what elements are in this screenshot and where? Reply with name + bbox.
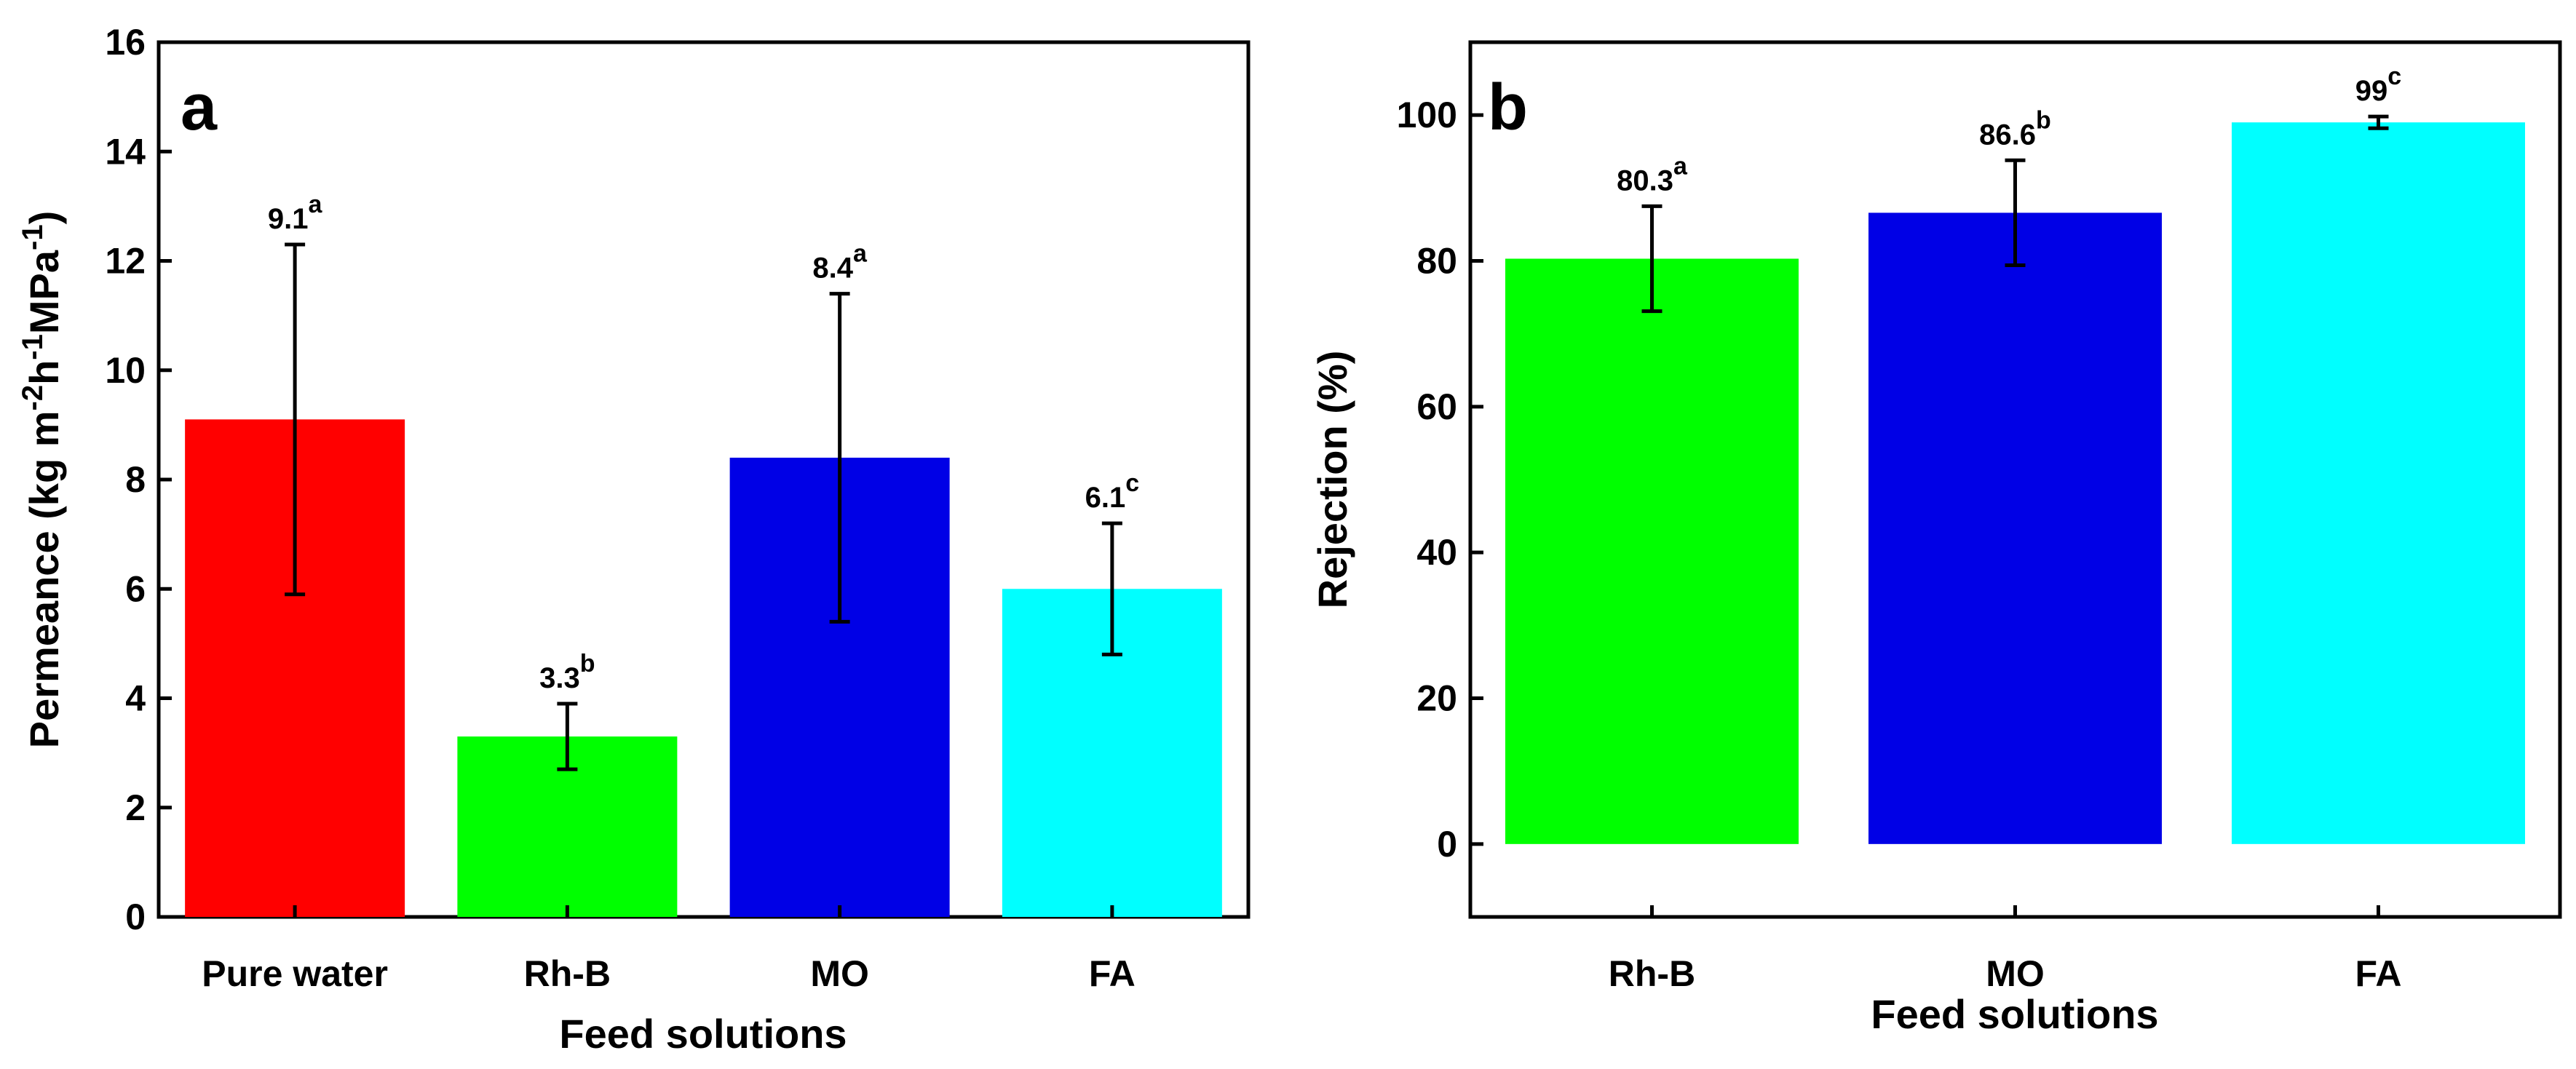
bar-fa xyxy=(2232,122,2525,844)
bar-value: 86.6 xyxy=(1979,119,2036,151)
error-bar xyxy=(1641,204,1662,314)
significance-letter: a xyxy=(853,240,868,268)
x-tick-label: Rh-B xyxy=(1609,953,1695,994)
panel-b-letter: b xyxy=(1488,71,1528,144)
x-tick-label: Pure water xyxy=(202,953,388,994)
bar-value: 99 xyxy=(2355,75,2388,107)
x-tick-label: Rh-B xyxy=(524,953,611,994)
significance-letter: a xyxy=(308,191,322,218)
y-tick-label: 0 xyxy=(125,897,146,937)
bar-rh-b xyxy=(1505,258,1799,844)
y-tick-label: 60 xyxy=(1416,386,1457,427)
bar-mo xyxy=(1868,212,2162,844)
error-bar xyxy=(2005,158,2026,268)
panel-a-x-axis-title: Feed solutions xyxy=(559,1011,847,1057)
y-tick-label: 100 xyxy=(1397,95,1457,135)
x-tick-label: FA xyxy=(2355,953,2402,994)
error-bar xyxy=(2368,114,2389,130)
significance-letter: b xyxy=(2036,106,2051,134)
y-tick-label: 10 xyxy=(105,350,146,391)
y-tick-label: 0 xyxy=(1437,824,1457,865)
y-title-text: MPa xyxy=(21,250,67,334)
error-bar xyxy=(1101,521,1122,656)
bar-value: 3.3 xyxy=(539,662,580,694)
error-bar xyxy=(829,292,850,624)
y-title-superscript: -2 xyxy=(17,385,49,411)
bar-value-label: 6.1c xyxy=(1085,469,1140,514)
bar-value-label: 86.6b xyxy=(1979,106,2051,151)
y-tick-label: 14 xyxy=(105,131,146,172)
panel-b-y-axis-title: Rejection (%) xyxy=(1309,351,1355,609)
panel-a-y-axis-title: Permeance (kg m-2h-1MPa-1) xyxy=(17,211,67,749)
significance-letter: c xyxy=(2387,63,2401,90)
bar-value-label: 3.3b xyxy=(539,650,595,694)
x-tick-label: MO xyxy=(810,953,869,994)
x-tick-label: MO xyxy=(1986,953,2045,994)
y-title-text: h xyxy=(21,360,67,385)
error-bar xyxy=(285,242,306,597)
y-tick-label: 80 xyxy=(1416,241,1457,282)
error-bar xyxy=(557,702,578,771)
y-title-superscript: -1 xyxy=(17,334,49,360)
y-tick-label: 2 xyxy=(125,787,146,828)
y-tick-label: 6 xyxy=(125,568,146,609)
bar-value: 8.4 xyxy=(812,253,853,285)
y-tick-label: 20 xyxy=(1416,678,1457,719)
significance-letter: a xyxy=(1673,152,1688,180)
y-tick-label: 8 xyxy=(125,459,146,500)
y-tick-label: 12 xyxy=(105,241,146,282)
y-tick-label: 40 xyxy=(1416,532,1457,573)
bar-value-label: 8.4a xyxy=(812,240,868,285)
y-title-superscript: -1 xyxy=(17,224,49,250)
y-tick-label: 4 xyxy=(125,678,146,719)
panel-a-letter: a xyxy=(181,71,218,144)
x-tick-label: FA xyxy=(1089,953,1136,994)
bar-value: 9.1 xyxy=(268,203,309,235)
y-tick-label: 16 xyxy=(105,22,146,63)
significance-letter: b xyxy=(580,650,595,677)
bar-value-label: 99c xyxy=(2355,63,2401,107)
bar-value: 80.3 xyxy=(1617,164,1673,196)
bar-value: 6.1 xyxy=(1085,482,1126,514)
panel-b-x-axis-title: Feed solutions xyxy=(1871,991,2158,1037)
bar-value-label: 9.1a xyxy=(268,191,323,235)
y-title-text: Permeance (kg m xyxy=(21,410,67,748)
bar-value-label: 80.3a xyxy=(1617,152,1688,196)
y-title-text: ) xyxy=(21,211,67,225)
significance-letter: c xyxy=(1125,469,1139,497)
